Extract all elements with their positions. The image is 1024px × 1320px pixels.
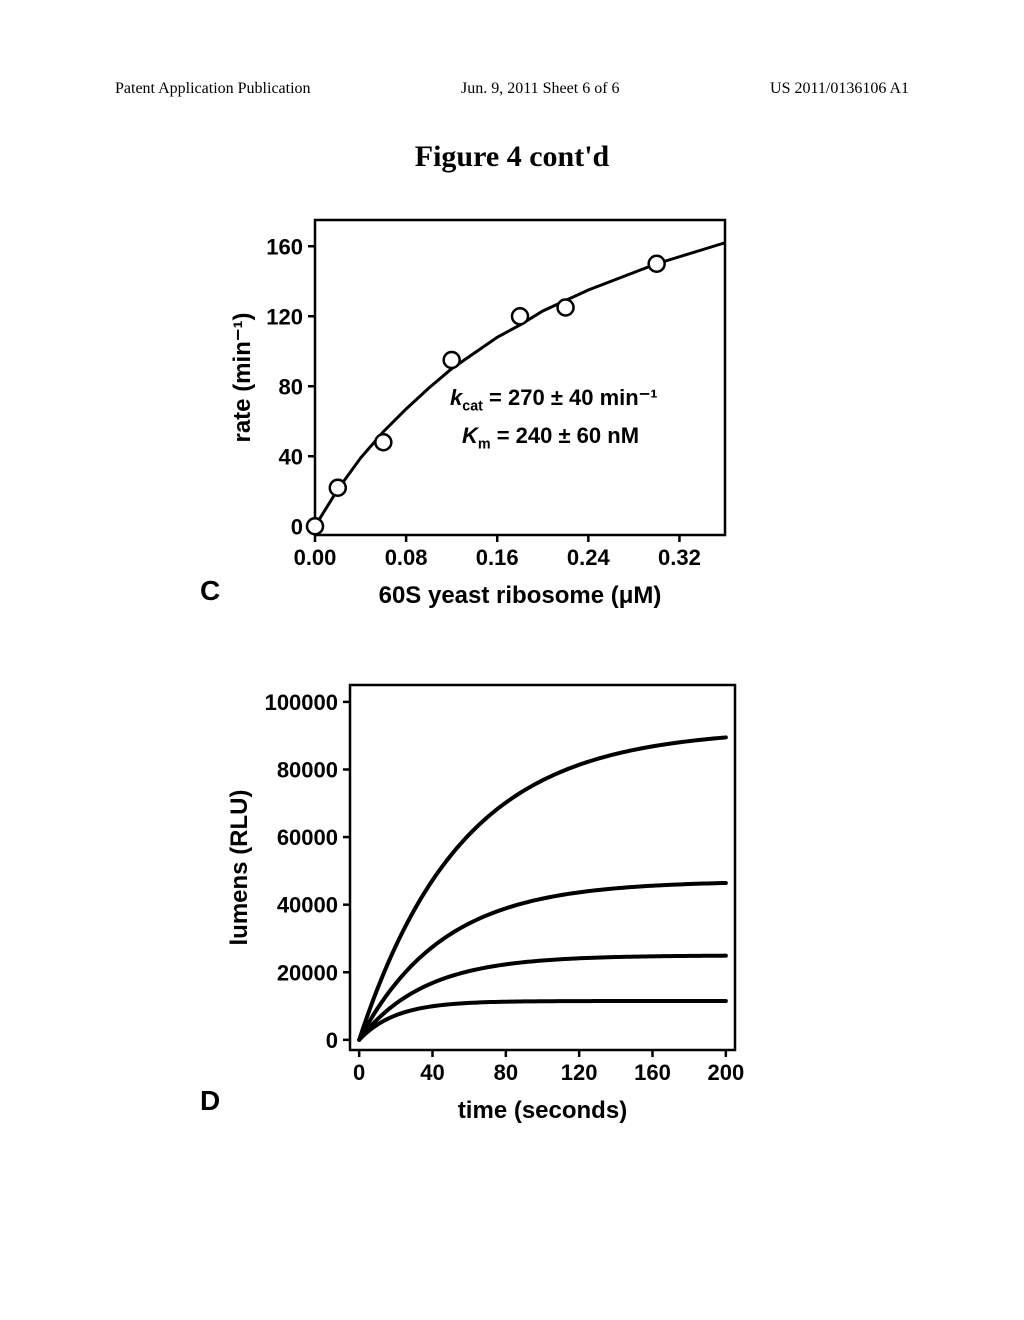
svg-text:0.16: 0.16 — [476, 545, 519, 570]
figure-title: Figure 4 cont'd — [0, 140, 1024, 174]
svg-text:100000: 100000 — [265, 690, 338, 715]
svg-text:120: 120 — [266, 304, 303, 329]
header-center: Jun. 9, 2011 Sheet 6 of 6 — [461, 80, 620, 98]
svg-text:0.32: 0.32 — [658, 545, 701, 570]
header: Patent Application Publication Jun. 9, 2… — [0, 80, 1024, 98]
svg-text:80: 80 — [494, 1060, 518, 1085]
svg-text:0.00: 0.00 — [294, 545, 337, 570]
header-right: US 2011/0136106 A1 — [770, 80, 909, 98]
panel-label-c: C — [200, 575, 220, 607]
km-text: Km = 240 ± 60 nM — [462, 418, 658, 456]
header-left: Patent Application Publication — [115, 80, 311, 98]
svg-text:0.08: 0.08 — [385, 545, 428, 570]
chart-c-annotation: kcat = 270 ± 40 min⁻¹ Km = 240 ± 60 nM — [450, 380, 658, 457]
kcat-text: kcat = 270 ± 40 min⁻¹ — [450, 380, 658, 418]
chart-d: 0 20000 40000 60000 80000 100000 0 40 80 120 160 20… — [215, 670, 755, 1140]
svg-text:0: 0 — [291, 514, 303, 539]
panel-label-d: D — [200, 1085, 220, 1117]
svg-text:rate (min⁻¹): rate (min⁻¹) — [229, 312, 256, 442]
svg-text:200: 200 — [707, 1060, 744, 1085]
svg-text:0: 0 — [353, 1060, 365, 1085]
svg-text:time (seconds): time (seconds) — [458, 1097, 627, 1124]
svg-text:0: 0 — [326, 1028, 338, 1053]
svg-text:80000: 80000 — [277, 757, 338, 782]
svg-text:60000: 60000 — [277, 825, 338, 850]
svg-text:160: 160 — [266, 234, 303, 259]
svg-text:lumens (RLU): lumens (RLU) — [226, 790, 253, 946]
svg-text:20000: 20000 — [277, 960, 338, 985]
svg-text:40000: 40000 — [277, 893, 338, 918]
svg-text:160: 160 — [634, 1060, 671, 1085]
svg-text:120: 120 — [561, 1060, 598, 1085]
svg-text:60S yeast ribosome (μM): 60S yeast ribosome (μM) — [379, 582, 662, 609]
svg-text:80: 80 — [279, 374, 303, 399]
svg-text:40: 40 — [420, 1060, 444, 1085]
chart-d-container: 0 20000 40000 60000 80000 100000 0 40 80 120 160 20… — [215, 670, 755, 1140]
chart-c-container: 0 40 80 120 160 0.00 0.08 0.16 0.24 0.32 rate (min… — [215, 205, 755, 625]
svg-text:0.24: 0.24 — [567, 545, 611, 570]
svg-text:40: 40 — [279, 444, 303, 469]
